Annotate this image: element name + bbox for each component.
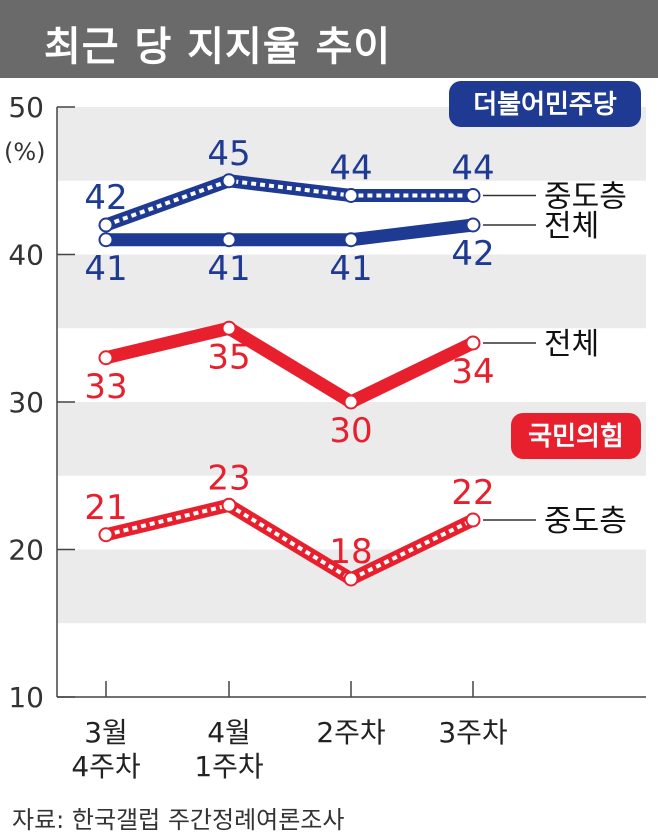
data-point: [465, 188, 481, 203]
data-label: 41: [329, 249, 372, 289]
series-name: 전체: [544, 209, 599, 244]
data-label: 30: [329, 411, 372, 451]
party-badge: [511, 413, 641, 459]
party-badge-label: 국민의힘: [528, 422, 624, 452]
series-line: [99, 218, 480, 247]
x-tick-label: 4주차: [71, 750, 140, 783]
x-tick-label: 4월: [207, 716, 251, 749]
y-tick-label: 30: [8, 386, 44, 419]
data-point: [343, 232, 359, 248]
data-point: [465, 512, 481, 528]
data-point: [465, 217, 481, 233]
data-point: [343, 188, 359, 203]
y-tick-label: 50: [8, 91, 44, 124]
grid-band: [57, 254, 646, 329]
data-label: 44: [451, 149, 494, 189]
data-point: [221, 232, 237, 248]
data-label: 41: [207, 249, 250, 289]
data-point: [98, 527, 114, 543]
data-label: 34: [451, 352, 494, 392]
data-label: 21: [84, 488, 127, 528]
data-point: [98, 350, 114, 366]
x-tick-label: 1주차: [194, 750, 263, 783]
series-name: 전체: [544, 327, 599, 362]
data-point: [343, 571, 359, 587]
y-tick-label: 40: [8, 239, 44, 272]
y-tick-label: 10: [8, 681, 44, 714]
data-label: 42: [84, 178, 127, 218]
data-label: 35: [207, 337, 250, 377]
data-label: 23: [207, 458, 250, 498]
data-label: 18: [329, 532, 372, 572]
data-point: [221, 173, 237, 189]
page-title: 최근 당 지지율 추이: [44, 24, 392, 70]
y-tick-label: 20: [8, 534, 44, 567]
source-note: 자료: 한국갤럽 주간정례여론조사: [12, 806, 345, 834]
series-name: 중도층: [544, 180, 627, 215]
y-axis-label: (%): [4, 138, 46, 166]
x-tick-label: 3주차: [438, 716, 507, 749]
data-label: 22: [451, 473, 494, 513]
x-tick-label: 2주차: [316, 716, 385, 749]
series-line: [99, 321, 480, 409]
data-point: [465, 335, 481, 351]
series-name: 중도층: [544, 504, 627, 539]
party-badge: [449, 81, 641, 127]
data-label: 33: [84, 367, 127, 407]
data-point: [98, 217, 114, 233]
data-label: 45: [207, 134, 250, 174]
data-point: [221, 320, 237, 336]
title-bar: 최근 당 지지율 추이: [0, 0, 658, 78]
data-label: 44: [329, 149, 372, 189]
x-tick-label: 3월: [84, 716, 128, 749]
party-badge-label: 더불어민주당: [473, 90, 617, 120]
series-line-dots: [105, 503, 474, 581]
data-point: [343, 394, 359, 410]
data-label: 42: [451, 234, 494, 274]
data-point: [98, 232, 114, 248]
data-label: 41: [84, 249, 127, 289]
series-line-dots: [105, 178, 473, 227]
data-point: [221, 497, 237, 513]
